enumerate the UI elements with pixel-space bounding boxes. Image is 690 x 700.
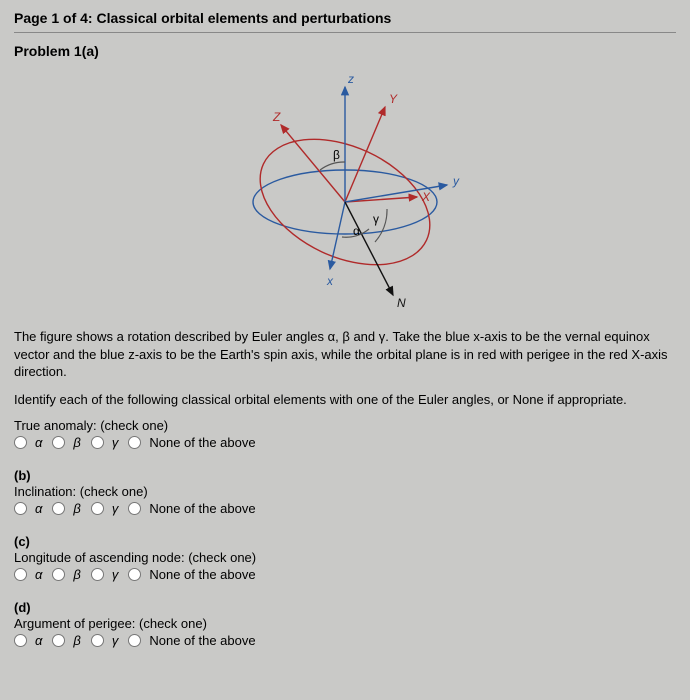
label-none: None of the above xyxy=(149,435,255,450)
label-beta: β xyxy=(73,567,80,582)
question-c: (c) Longitude of ascending node: (check … xyxy=(14,534,676,582)
prompt-a: True anomaly: (check one) xyxy=(14,418,676,433)
radio-b-gamma[interactable] xyxy=(91,502,104,515)
label-alpha: α xyxy=(35,501,42,516)
svg-text:N: N xyxy=(397,296,406,310)
prompt-b: Inclination: (check one) xyxy=(14,484,676,499)
radio-d-none[interactable] xyxy=(128,634,141,647)
question-b: (b) Inclination: (check one) α β γ None … xyxy=(14,468,676,516)
label-alpha: α xyxy=(35,435,42,450)
radio-c-alpha[interactable] xyxy=(14,568,27,581)
prompt-d: Argument of perigee: (check one) xyxy=(14,616,676,631)
svg-text:Y: Y xyxy=(389,92,398,106)
radio-d-alpha[interactable] xyxy=(14,634,27,647)
svg-text:y: y xyxy=(452,174,460,188)
radio-a-alpha[interactable] xyxy=(14,436,27,449)
radio-b-none[interactable] xyxy=(128,502,141,515)
label-none: None of the above xyxy=(149,567,255,582)
svg-text:X: X xyxy=(421,190,431,204)
radio-c-beta[interactable] xyxy=(52,568,65,581)
options-d: α β γ None of the above xyxy=(14,633,676,648)
figure-container: X Y Zx y z Nα β γ xyxy=(14,67,676,320)
radio-c-none[interactable] xyxy=(128,568,141,581)
svg-text:β: β xyxy=(333,148,340,162)
svg-text:x: x xyxy=(326,274,334,288)
label-beta: β xyxy=(73,501,80,516)
label-alpha: α xyxy=(35,633,42,648)
svg-text:Z: Z xyxy=(272,110,281,124)
radio-a-none[interactable] xyxy=(128,436,141,449)
radio-b-beta[interactable] xyxy=(52,502,65,515)
radio-d-beta[interactable] xyxy=(52,634,65,647)
svg-text:γ: γ xyxy=(373,212,379,226)
label-alpha: α xyxy=(35,567,42,582)
options-b: α β γ None of the above xyxy=(14,501,676,516)
label-beta: β xyxy=(73,633,80,648)
radio-a-beta[interactable] xyxy=(52,436,65,449)
instruction-text: Identify each of the following classical… xyxy=(14,391,676,409)
label-none: None of the above xyxy=(149,633,255,648)
label-gamma: γ xyxy=(112,501,119,516)
options-a: α β γ None of the above xyxy=(14,435,676,450)
radio-c-gamma[interactable] xyxy=(91,568,104,581)
part-label-b: (b) xyxy=(14,468,676,483)
label-gamma: γ xyxy=(112,633,119,648)
label-beta: β xyxy=(73,435,80,450)
euler-angle-figure: X Y Zx y z Nα β γ xyxy=(215,67,475,317)
label-gamma: γ xyxy=(112,435,119,450)
options-c: α β γ None of the above xyxy=(14,567,676,582)
label-gamma: γ xyxy=(112,567,119,582)
prompt-c: Longitude of ascending node: (check one) xyxy=(14,550,676,565)
radio-b-alpha[interactable] xyxy=(14,502,27,515)
part-label-c: (c) xyxy=(14,534,676,549)
part-label-d: (d) xyxy=(14,600,676,615)
question-a: True anomaly: (check one) α β γ None of … xyxy=(14,418,676,450)
radio-a-gamma[interactable] xyxy=(91,436,104,449)
label-none: None of the above xyxy=(149,501,255,516)
radio-d-gamma[interactable] xyxy=(91,634,104,647)
figure-description: The figure shows a rotation described by… xyxy=(14,328,676,381)
question-d: (d) Argument of perigee: (check one) α β… xyxy=(14,600,676,648)
problem-label: Problem 1(a) xyxy=(14,43,676,59)
svg-text:z: z xyxy=(347,72,354,86)
page-header: Page 1 of 4: Classical orbital elements … xyxy=(14,10,676,33)
svg-text:α: α xyxy=(353,224,360,238)
